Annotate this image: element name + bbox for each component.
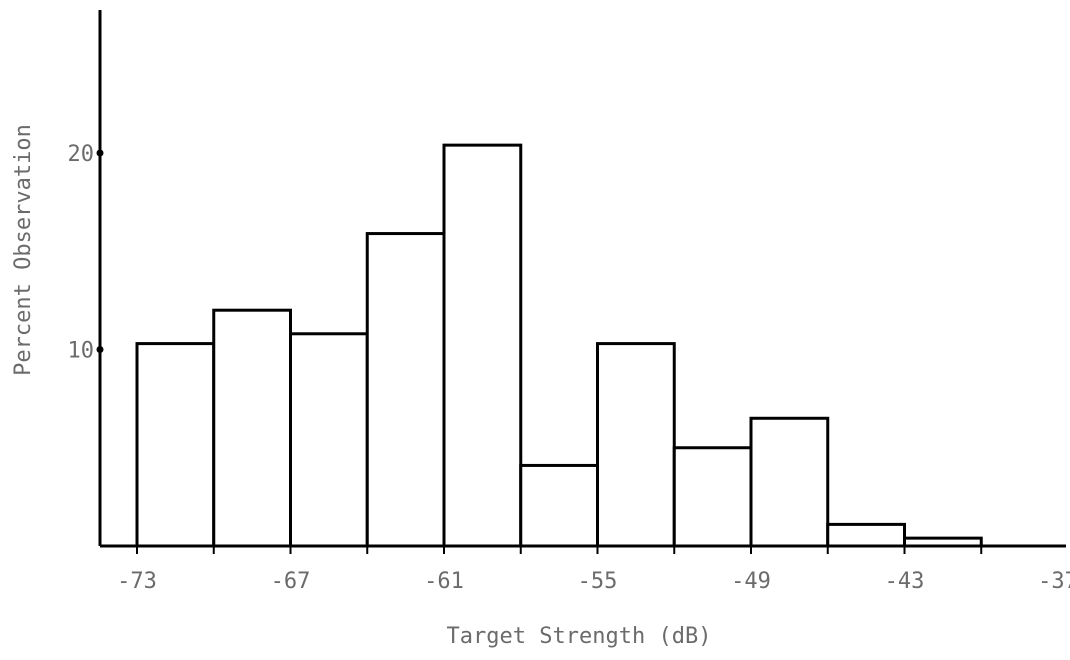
x-ticks-group: -73 -67 -61 -55 -49 -43 -37 xyxy=(117,546,1070,594)
histogram-bar xyxy=(212,308,292,548)
y-ticks-group: 10 20 xyxy=(68,142,104,364)
histogram-bar xyxy=(442,143,523,548)
x-tick-label: -61 xyxy=(424,569,464,594)
y-axis-title: Percent Observation xyxy=(11,124,36,376)
y-tick-label: 20 xyxy=(68,142,95,167)
histogram-bar xyxy=(289,332,369,548)
x-tick-label: -67 xyxy=(271,569,311,594)
x-tick-label: -73 xyxy=(117,569,157,594)
x-tick-label: -37 xyxy=(1038,569,1070,594)
y-tick-mark xyxy=(96,346,104,353)
histogram-bar xyxy=(826,522,906,548)
histogram-bar xyxy=(135,342,216,548)
histogram-bar xyxy=(596,342,676,548)
x-tick-label: -43 xyxy=(885,569,925,594)
y-tick-mark xyxy=(96,149,104,157)
histogram-bar xyxy=(365,232,446,548)
x-tick-label: -55 xyxy=(578,569,618,594)
x-tick-label: -49 xyxy=(731,569,771,594)
histogram-bar xyxy=(672,446,753,548)
y-tick-label: 10 xyxy=(68,339,95,364)
x-axis-title: Target Strength (dB) xyxy=(447,624,712,649)
bars-group xyxy=(135,143,983,548)
histogram-bar xyxy=(519,463,599,548)
histogram-bar xyxy=(749,416,830,548)
